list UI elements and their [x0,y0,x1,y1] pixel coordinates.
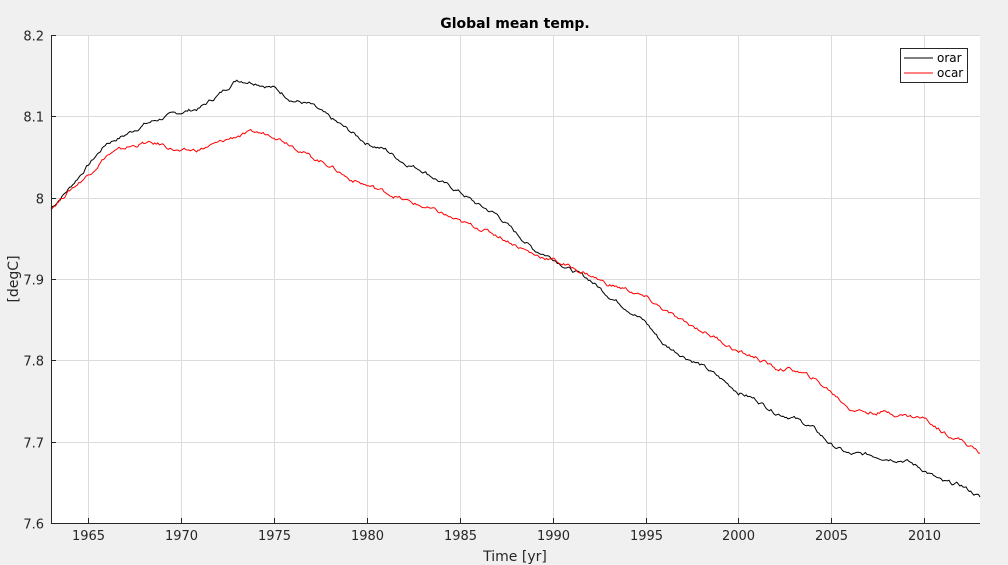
y-tick-label: 8 [36,193,44,208]
x-axis-label: Time [yr] [482,549,547,565]
x-tick-label: 1990 [537,529,570,544]
x-tick-label: 1995 [630,529,663,544]
ticks: 1965 1970 1975 1980 1985 1990 1995 2000 2005 2010… [23,30,941,545]
series-lines [50,79,981,498]
x-tick-label: 2010 [908,529,941,544]
y-tick-label: 8.1 [23,111,44,126]
x-tick-label: 2000 [722,529,755,544]
chart-title: Global mean temp. [440,16,590,32]
legend: orar ocar [900,48,968,83]
series-line-ocar [50,128,980,454]
x-tick-label: 1970 [165,529,198,544]
x-tick-label: 1980 [351,529,384,544]
legend-label-ocar: ocar [937,66,963,80]
series-line-orar [50,79,981,498]
legend-box [900,48,968,83]
x-tick-label: 1985 [444,529,477,544]
legend-label-orar: orar [937,51,962,65]
x-tick-label: 2005 [815,529,848,544]
x-tick-label: 1975 [258,529,291,544]
y-tick-label: 7.6 [23,518,44,533]
y-tick-label: 7.7 [23,437,44,452]
y-axis-label: [degC] [6,255,22,302]
y-tick-label: 7.8 [23,355,44,370]
y-tick-label: 7.9 [23,274,44,289]
y-tick-label: 8.2 [23,30,44,45]
x-tick-label: 1965 [72,529,105,544]
